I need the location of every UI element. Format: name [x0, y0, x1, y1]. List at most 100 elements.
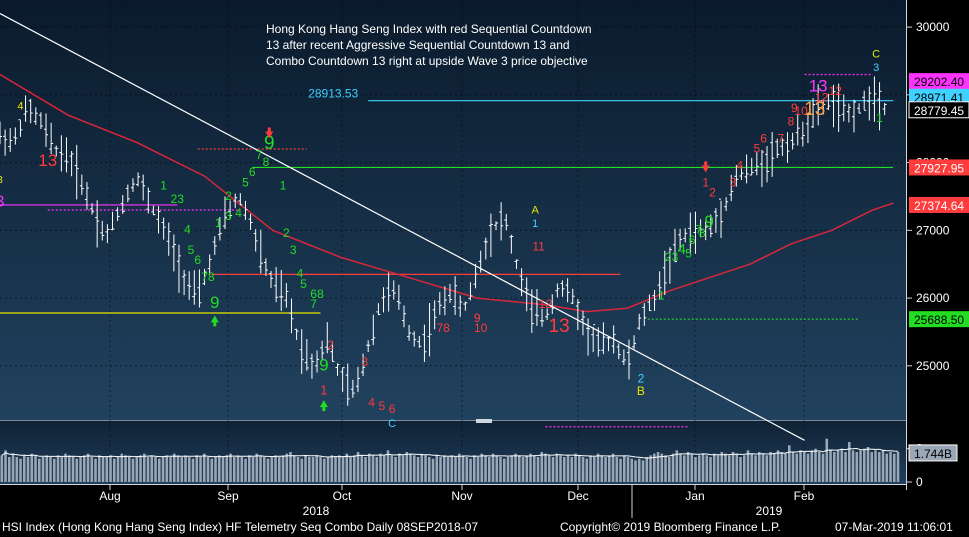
volume-bar [0, 455, 4, 482]
count-label: 4 [736, 158, 743, 172]
volume-bar [128, 457, 131, 482]
volume-bar [818, 452, 821, 482]
y-tick-label: 25000 [916, 359, 950, 373]
volume-bar [619, 458, 622, 482]
level-lines [0, 73, 894, 428]
volume-bar [218, 455, 221, 482]
volume-bar [866, 447, 870, 482]
volume-bar [615, 457, 619, 482]
volume-bar [690, 453, 694, 482]
count-label: 6 [389, 402, 396, 416]
volume-bar [686, 452, 690, 482]
volume-bar [585, 458, 589, 482]
volume-bar [439, 457, 442, 482]
volume-bar [45, 455, 49, 482]
volume-bar [424, 455, 427, 482]
volume-bar [263, 457, 266, 482]
count-label: 4 [17, 101, 23, 113]
count-label: 3 [0, 194, 5, 211]
volume-bar [788, 445, 791, 482]
volume-bar [893, 453, 896, 482]
count-label: 6 [760, 131, 767, 145]
volume-bar [735, 453, 739, 482]
volume-bar [784, 453, 787, 482]
volume-bar [38, 458, 41, 482]
volume-bar [135, 457, 139, 482]
volume-bar [510, 455, 514, 482]
x-month-label: Nov [451, 489, 472, 503]
count-label: 3 [0, 175, 3, 186]
footer-bar: HSI Index (Hong Kong Hang Seng Index) HF… [0, 518, 969, 537]
count-label: 5 [300, 277, 307, 291]
volume-bar [311, 457, 315, 482]
count-label: 5 [685, 246, 692, 260]
volume-bar [319, 457, 322, 482]
volume-bar [761, 453, 765, 482]
volume-bar [570, 457, 574, 482]
count-label: 10 [474, 321, 488, 335]
title-line: Hong Kong Hang Seng Index with red Seque… [266, 22, 592, 36]
volume-bar [581, 457, 585, 482]
volume-bar [371, 455, 375, 482]
volume-bar [154, 457, 157, 482]
volume-bar [833, 452, 836, 482]
volume-bar [645, 457, 649, 482]
volume-bar [473, 455, 476, 482]
volume-bar [390, 455, 394, 482]
volume-bar [293, 455, 296, 482]
volume-bar [41, 457, 45, 482]
volume-bar [795, 453, 799, 482]
volume-bar [90, 457, 94, 482]
volume-bar [169, 457, 172, 482]
volume-bar [874, 450, 877, 482]
count-label: 78 [437, 321, 451, 335]
x-month-label: Jan [685, 489, 704, 503]
count-label: 12 [539, 297, 553, 311]
x-year-label: 2019 [756, 504, 783, 518]
volume-bar [758, 452, 761, 482]
volume-bar [349, 457, 352, 482]
volume-bar [870, 452, 874, 482]
volume-bar [863, 448, 866, 482]
count-label: 2 [225, 189, 232, 203]
volume-bar [881, 450, 885, 482]
volume-bar [49, 457, 52, 482]
volume-bar [150, 455, 154, 482]
volume-bar [195, 455, 199, 482]
volume-bar [544, 453, 547, 482]
count-label: 1 [532, 218, 538, 230]
volume-bar [776, 450, 780, 482]
y-tick-label: 30000 [916, 20, 950, 34]
count-label: 2 [638, 372, 645, 386]
count-label: 5 [188, 243, 195, 257]
price-bars [0, 76, 887, 406]
count-label: 3 [361, 355, 368, 369]
volume-bar [308, 457, 311, 482]
volume-bar [420, 453, 424, 482]
volume-bar [851, 450, 855, 482]
x-month-label: Feb [794, 489, 815, 503]
moving-average [0, 73, 894, 313]
volume-bar [248, 455, 251, 482]
volume-bar [885, 453, 889, 482]
count-label: 2 [665, 250, 672, 264]
volume-bar [626, 457, 630, 482]
volume-tick-label: 0 [916, 475, 923, 489]
volume-bar [379, 453, 382, 482]
volume-bar [83, 455, 86, 482]
volume-bar [165, 455, 169, 482]
count-label: 3 [225, 209, 232, 223]
count-label: 2 [283, 226, 290, 240]
volume-bar [285, 453, 289, 482]
count-label: 7 [777, 131, 784, 145]
panel-resize-handle[interactable] [476, 419, 492, 423]
volume-bar [720, 452, 724, 482]
volume-bar [461, 455, 465, 482]
volume-bar [578, 455, 581, 482]
price-label-box [909, 88, 969, 105]
volume-bar [101, 457, 105, 482]
volume-bar [173, 453, 176, 482]
count-label: 1 [702, 175, 709, 189]
volume-bar [488, 457, 491, 482]
